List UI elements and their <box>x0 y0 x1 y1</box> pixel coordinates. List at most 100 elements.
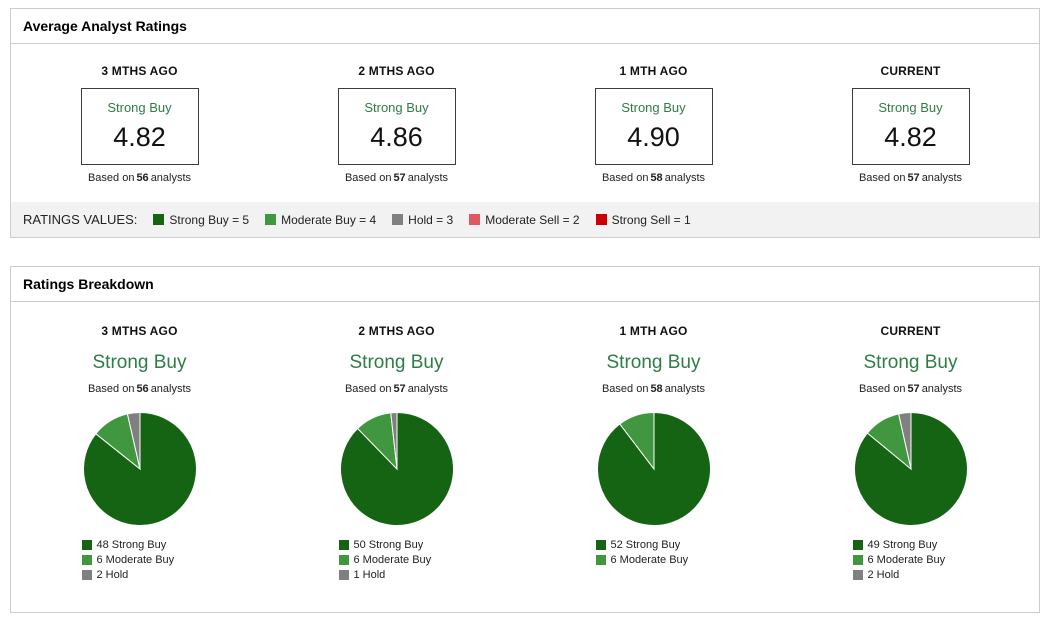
analysts-count: 57 <box>393 172 406 184</box>
analysts-caption: Based on 58 analysts <box>525 383 782 395</box>
pie-legend: 48 Strong Buy 6 Moderate Buy 2 Hold <box>81 539 198 581</box>
analysts-count: 57 <box>393 383 406 395</box>
pie-slice <box>897 411 911 470</box>
period-label: 3 MTHS AGO <box>101 64 178 78</box>
ratings-values-legend: RATINGS VALUES: Strong Buy = 5 Moderate … <box>11 202 1039 237</box>
legend-color-swatch <box>595 540 606 550</box>
analysts-count: 58 <box>650 172 663 184</box>
analysts-caption: Based on 56 analysts <box>11 383 268 395</box>
analysts-count: 56 <box>136 172 149 184</box>
legend-color-swatch <box>338 555 349 565</box>
pie-legend-item: 49 Strong Buy <box>852 539 969 551</box>
panel-title: Average Analyst Ratings <box>11 9 1039 44</box>
pie-chart <box>596 411 712 527</box>
period-label: 3 MTHS AGO <box>101 324 178 338</box>
legend-label: 48 Strong Buy <box>96 539 167 551</box>
based-on-text: Based on <box>601 383 649 395</box>
legend-item: Moderate Sell = 2 <box>469 212 580 227</box>
pie-legend-item: 6 Moderate Buy <box>338 554 455 566</box>
average-ratings-columns: 3 MTHS AGO Strong Buy 4.82 Based on 56 ana… <box>11 44 1039 184</box>
analysts-suffix: analysts <box>664 172 706 184</box>
legend-color-swatch <box>852 540 863 550</box>
period-label: 1 MTH AGO <box>619 64 688 78</box>
legend-item: Strong Buy = 5 <box>153 213 249 227</box>
pie-legend-item: 48 Strong Buy <box>81 539 198 551</box>
period-label: CURRENT <box>880 64 941 78</box>
consensus-rating: Strong Buy <box>349 352 444 373</box>
analysts-caption: Based on 57 analysts <box>782 383 1039 395</box>
analysts-count: 57 <box>907 383 920 395</box>
pie-slice <box>389 411 397 470</box>
legend-label: 6 Moderate Buy <box>610 554 689 566</box>
consensus-rating: Strong Buy <box>92 352 187 373</box>
legend-label: Strong Sell = 1 <box>611 212 691 227</box>
legend-label: 6 Moderate Buy <box>96 554 175 566</box>
average-analyst-ratings-panel: Average Analyst Ratings 3 MTHS AGO Stron… <box>10 8 1040 238</box>
ratings-breakdown-panel: Ratings Breakdown 3 MTHS AGO Strong Buy … <box>10 266 1040 613</box>
legend-color-swatch <box>338 540 349 550</box>
based-on-text: Based on <box>344 383 392 395</box>
period-label: 2 MTHS AGO <box>358 324 435 338</box>
breakdown-column: 2 MTHS AGO Strong Buy Based on 57 analysts… <box>268 324 525 584</box>
pie-slice <box>339 411 454 526</box>
legend-label: 6 Moderate Buy <box>353 554 432 566</box>
legend-color-swatch <box>81 540 92 550</box>
legend-label: 1 Hold <box>353 569 386 581</box>
legend-label: Strong Buy = 5 <box>169 212 250 227</box>
rating-label: Strong Buy <box>364 100 429 115</box>
based-on-text: Based on <box>87 383 135 395</box>
rating-label: Strong Buy <box>621 100 686 115</box>
pie-slice <box>82 411 197 526</box>
rating-value: 4.90 <box>627 122 680 152</box>
rating-value: 4.82 <box>113 122 166 152</box>
analysts-suffix: analysts <box>150 172 192 184</box>
pie-legend: 50 Strong Buy 6 Moderate Buy 1 Hold <box>338 539 455 581</box>
average-rating-box: Strong Buy 4.86 <box>337 88 456 165</box>
analysts-suffix: analysts <box>407 172 449 184</box>
legend-color-swatch <box>265 214 277 225</box>
pie-slice <box>853 411 968 526</box>
pie-chart <box>853 411 969 527</box>
legend-label: Moderate Sell = 2 <box>485 212 580 227</box>
based-on-text: Based on <box>858 172 906 184</box>
period-label: CURRENT <box>880 324 941 338</box>
rating-label: Strong Buy <box>878 100 943 115</box>
consensus-rating: Strong Buy <box>606 352 701 373</box>
legend-label: 50 Strong Buy <box>353 539 424 551</box>
legend-color-swatch <box>338 570 349 580</box>
legend-color-swatch <box>81 570 92 580</box>
pie-slice <box>618 411 654 471</box>
analysts-suffix: analysts <box>407 383 449 395</box>
breakdown-column: CURRENT Strong Buy Based on 57 analysts 49… <box>782 324 1039 584</box>
period-label: 2 MTHS AGO <box>358 64 435 78</box>
legend-color-swatch <box>392 214 404 225</box>
legend-item: Strong Sell = 1 <box>595 212 691 227</box>
analysts-caption: Based on 56 analysts <box>11 172 268 184</box>
analysts-caption: Based on 58 analysts <box>525 172 782 184</box>
average-rating-box: Strong Buy 4.82 <box>851 88 970 165</box>
pie-legend-item: 2 Hold <box>852 569 969 581</box>
average-rating-box: Strong Buy 4.90 <box>594 88 713 165</box>
ratings-values-label: RATINGS VALUES: <box>23 212 138 227</box>
legend-color-swatch <box>81 555 92 565</box>
average-rating-box: Strong Buy 4.82 <box>80 88 199 165</box>
analysts-caption: Based on 57 analysts <box>782 172 1039 184</box>
breakdown-column: 3 MTHS AGO Strong Buy Based on 56 analysts… <box>11 324 268 584</box>
legend-label: Hold = 3 <box>408 212 454 227</box>
analysts-count: 57 <box>907 172 920 184</box>
average-rating-column: 2 MTHS AGO Strong Buy 4.86 Based on 57 ana… <box>268 64 525 184</box>
breakdown-column: 1 MTH AGO Strong Buy Based on 58 analysts … <box>525 324 782 584</box>
breakdown-columns: 3 MTHS AGO Strong Buy Based on 56 analysts… <box>11 302 1039 612</box>
rating-label: Strong Buy <box>107 100 172 115</box>
average-rating-column: CURRENT Strong Buy 4.82 Based on 57 analys… <box>782 64 1039 184</box>
legend-label: 49 Strong Buy <box>867 539 938 551</box>
legend-item: Moderate Buy = 4 <box>265 213 376 227</box>
based-on-text: Based on <box>344 172 392 184</box>
based-on-text: Based on <box>601 172 649 184</box>
pie-legend-item: 6 Moderate Buy <box>595 554 712 566</box>
average-rating-column: 1 MTH AGO Strong Buy 4.90 Based on 58 anal… <box>525 64 782 184</box>
period-label: 1 MTH AGO <box>619 324 688 338</box>
based-on-text: Based on <box>858 383 906 395</box>
analysts-suffix: analysts <box>664 383 706 395</box>
legend-label: 6 Moderate Buy <box>867 554 946 566</box>
